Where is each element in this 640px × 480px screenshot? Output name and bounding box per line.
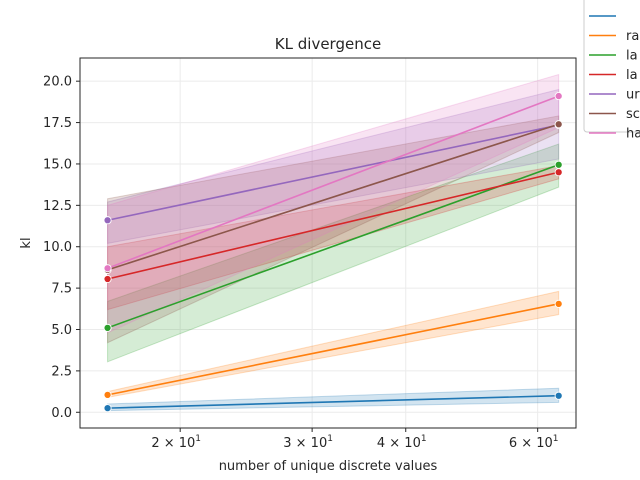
data-point-1-1	[554, 299, 563, 308]
x-tick-label: 3 × 101	[283, 434, 333, 451]
y-tick-label: 10.0	[43, 240, 72, 255]
grid	[80, 58, 576, 428]
plot-frame	[79, 57, 577, 429]
data-point-1-0	[103, 390, 112, 399]
chart-title: KL divergence	[275, 35, 381, 53]
series-points	[103, 92, 563, 413]
x-axis-ticks: 2 × 101 3 × 101 4 × 101 6 × 101	[151, 428, 559, 451]
data-point-6-1	[554, 92, 563, 101]
legend-label-2: la	[626, 49, 638, 64]
series-line-0	[107, 394, 559, 409]
x-axis-label: number of unique discrete values	[219, 459, 438, 474]
data-point-2-0	[103, 323, 112, 332]
data-point-2-1	[554, 160, 563, 169]
confidence-band-0	[107, 387, 560, 412]
data-point-0-1	[554, 391, 563, 400]
series-line-3	[107, 171, 559, 280]
series-line-6	[107, 95, 559, 269]
series-line-4	[107, 124, 559, 222]
series-line-5	[107, 123, 559, 271]
legend-frame	[583, 0, 640, 133]
series-lines	[107, 95, 559, 409]
data-point-4-0	[103, 216, 112, 225]
data-point-3-0	[103, 274, 112, 284]
y-tick-label: 2.5	[51, 364, 72, 379]
data-point-5-1	[554, 120, 563, 129]
data-point-0-0	[103, 404, 112, 413]
confidence-band-3	[107, 165, 560, 311]
y-tick-label: 17.5	[43, 116, 72, 131]
legend-label-1: ra	[626, 29, 639, 44]
y-tick-label: 12.5	[43, 199, 72, 214]
x-tick-label: 6 × 101	[509, 434, 559, 451]
y-tick-label: 5.0	[51, 323, 72, 338]
y-axis-label: kl	[19, 237, 34, 248]
y-tick-label: 20.0	[43, 75, 72, 90]
legend-label-4: ur	[626, 88, 640, 103]
y-tick-label: 15.0	[43, 157, 72, 172]
legend-label-3: la	[626, 68, 638, 83]
y-tick-label: 0.0	[51, 406, 72, 421]
data-point-3-1	[554, 168, 563, 177]
x-tick-label: 2 × 101	[151, 434, 201, 451]
legend-label-5: sc	[626, 107, 640, 122]
series-line-2	[107, 164, 559, 329]
data-point-6-0	[103, 264, 112, 273]
series-line-1	[107, 303, 559, 396]
y-axis-ticks: 0.0 2.5 5.0 7.5 10.0 12.5 15.0 17.5 20.0	[43, 75, 80, 421]
confidence-band-4	[107, 88, 560, 245]
confidence-band-5	[107, 115, 560, 344]
legend-label-6: ha	[626, 127, 640, 142]
legend: ra la la ur sc ha	[583, 0, 640, 142]
x-tick-label: 4 × 101	[377, 434, 427, 451]
y-tick-label: 7.5	[51, 282, 72, 297]
